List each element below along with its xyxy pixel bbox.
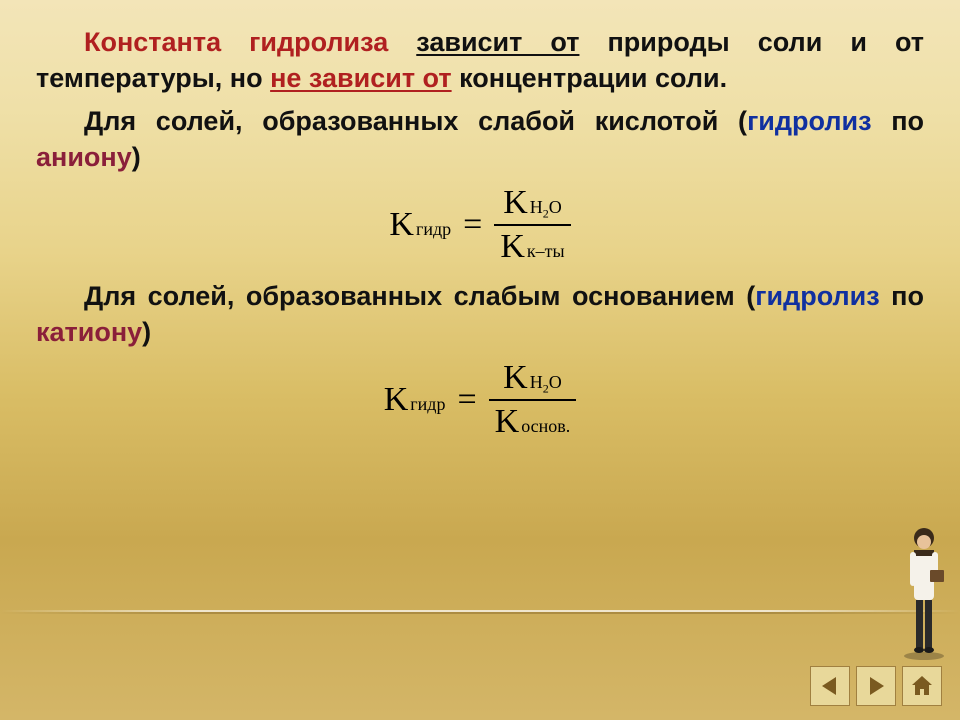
formula-subscript: к–ты: [527, 241, 565, 262]
formula-symbol: K: [384, 381, 409, 419]
formula-symbol: K: [495, 403, 520, 441]
text-run: Для солей, образованных слабым основание…: [84, 281, 755, 311]
fraction-bar: [489, 399, 577, 401]
formula-subscript: основ.: [521, 416, 570, 437]
formula-fraction: KH2O Kк–ты: [494, 184, 570, 266]
formula-symbol: K: [500, 228, 525, 266]
formula-subscript: гидр: [410, 394, 445, 415]
divider-shadow: [0, 612, 960, 614]
formula-subscript: H: [530, 372, 543, 392]
slide-content: Константа гидролиза зависит от природы с…: [0, 0, 960, 441]
home-icon: [909, 673, 935, 699]
nav-controls: [810, 666, 942, 706]
formula-fraction: KH2O Kоснов.: [489, 359, 577, 441]
formula-symbol: K: [389, 206, 414, 244]
text-run: гидролиз: [755, 281, 879, 311]
text-run: ): [132, 142, 141, 172]
formula-subscript: гидр: [416, 219, 451, 240]
formula-symbol: K: [503, 184, 528, 222]
text-run: концентрации соли.: [452, 63, 728, 93]
text-run: зависит от: [416, 27, 579, 57]
paragraph-2: Для солей, образованных слабой кислотой …: [36, 103, 924, 176]
formula-equals: =: [457, 381, 476, 419]
text-run: гидролиз: [747, 106, 871, 136]
character-illustration: [900, 520, 948, 660]
formula-2: Kгидр = KH2O Kоснов.: [36, 359, 924, 441]
formula-subscript: O: [549, 372, 562, 392]
paragraph-3: Для солей, образованных слабым основание…: [36, 278, 924, 351]
nav-next-button[interactable]: [856, 666, 896, 706]
text-run: аниону: [36, 142, 132, 172]
nav-home-button[interactable]: [902, 666, 942, 706]
fraction-bar: [494, 224, 570, 226]
formula-equals: =: [463, 206, 482, 244]
text-run: Константа гидролиза: [84, 27, 388, 57]
paragraph-1: Константа гидролиза зависит от природы с…: [36, 24, 924, 97]
formula-subscript: H: [530, 197, 543, 217]
text-run: не зависит от: [270, 63, 452, 93]
text-run: Для солей, образованных слабой кислотой …: [84, 106, 747, 136]
text-run: ): [142, 317, 151, 347]
text-run: по: [880, 281, 924, 311]
formula-symbol: K: [503, 359, 528, 397]
formula-subscript: O: [549, 197, 562, 217]
nav-prev-button[interactable]: [810, 666, 850, 706]
formula-1: Kгидр = KH2O Kк–ты: [36, 184, 924, 266]
text-run: по: [872, 106, 924, 136]
text-run: катиону: [36, 317, 142, 347]
triangle-right-icon: [864, 674, 888, 698]
triangle-left-icon: [818, 674, 842, 698]
